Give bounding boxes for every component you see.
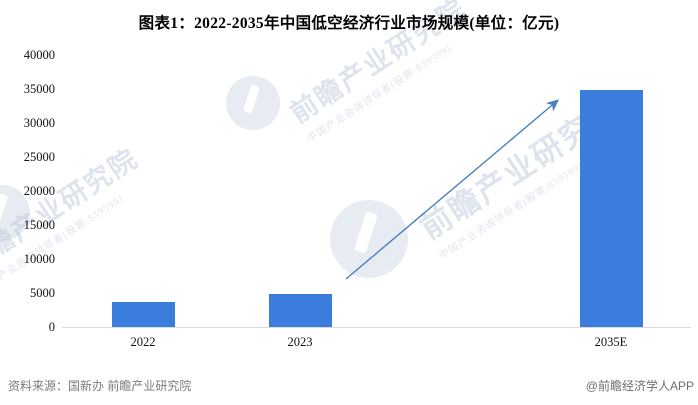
bar-2035E bbox=[579, 90, 643, 328]
y-axis-tick-35000: 35000 bbox=[23, 82, 55, 96]
y-axis-tick-30000: 30000 bbox=[23, 116, 55, 130]
y-axis-tick-15000: 15000 bbox=[23, 218, 55, 232]
x-axis-label-2035E: 2035E bbox=[594, 335, 628, 349]
x-axis-line bbox=[62, 327, 691, 328]
source-note: 资料来源：国新办 前瞻产业研究院 bbox=[8, 379, 192, 393]
qianzhan-logo-watermark bbox=[330, 200, 408, 278]
bar-2022 bbox=[111, 302, 175, 328]
watermark-subtext: 中国产业咨询领导者(股票:839599) bbox=[305, 43, 454, 145]
y-axis-tick-40000: 40000 bbox=[23, 48, 55, 62]
y-axis-tick-5000: 5000 bbox=[30, 286, 55, 300]
app-credit: @前瞻经济学人APP bbox=[585, 379, 694, 393]
y-axis-tick-25000: 25000 bbox=[23, 150, 55, 164]
x-axis-label-2023: 2023 bbox=[287, 335, 313, 349]
y-axis-tick-10000: 10000 bbox=[23, 252, 55, 266]
bar-2023 bbox=[268, 294, 332, 328]
y-axis-tick-0: 0 bbox=[48, 320, 55, 334]
chart-title: 图表1：2022-2035年中国低空经济行业市场规模(单位：亿元) bbox=[138, 15, 560, 32]
x-axis-label-2022: 2022 bbox=[130, 335, 156, 349]
qianzhan-logo-watermark bbox=[226, 76, 280, 130]
y-axis-tick-20000: 20000 bbox=[23, 184, 55, 198]
